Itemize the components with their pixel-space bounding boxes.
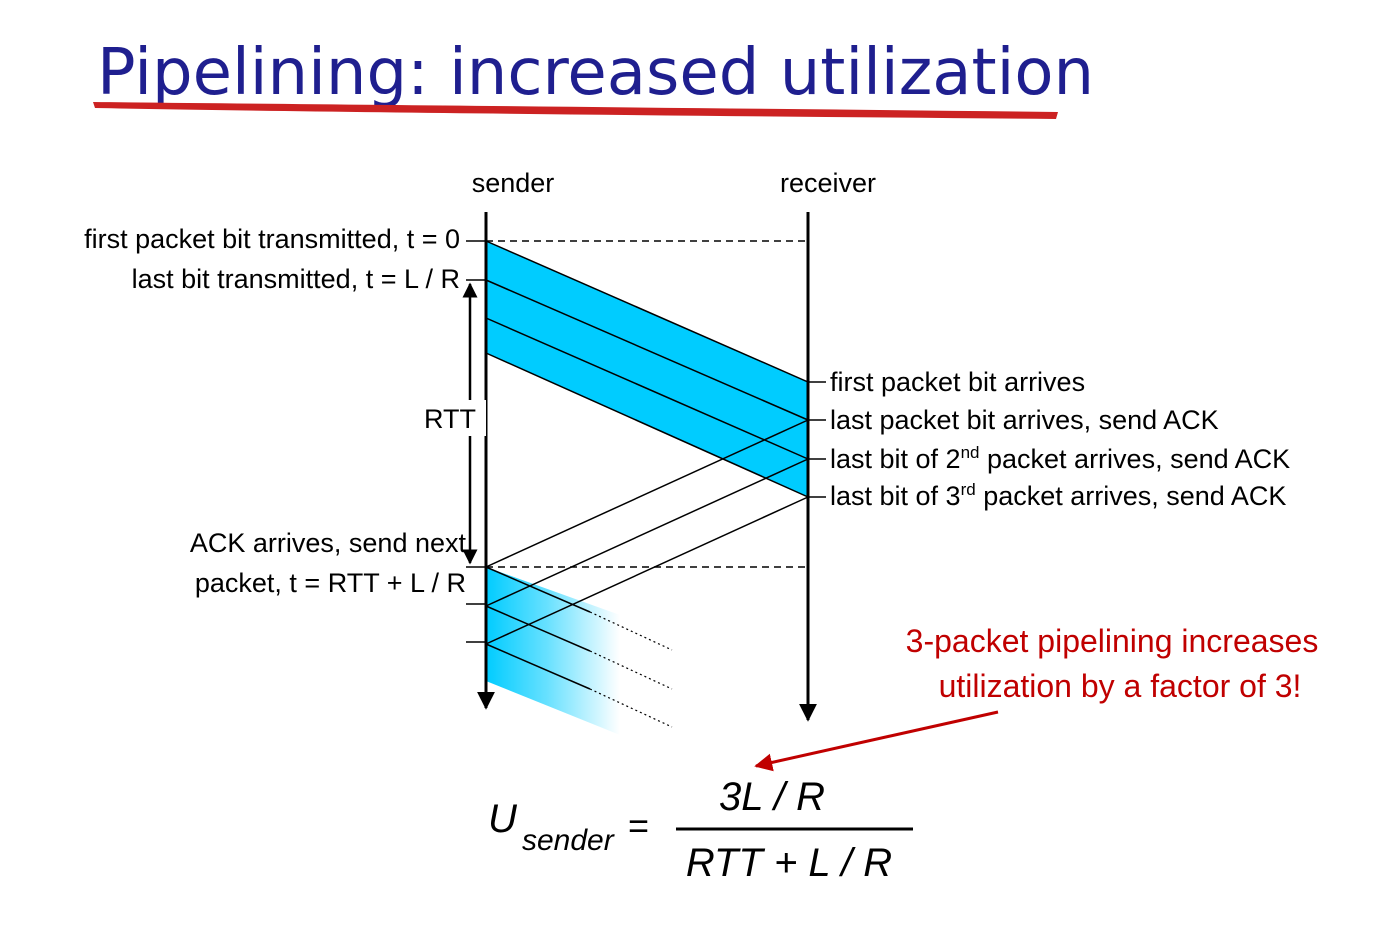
next-packet-line <box>485 605 591 652</box>
formula-u: U <box>488 797 518 841</box>
next-packet-line-fade <box>589 688 673 728</box>
next-packet-line-fade <box>589 650 673 690</box>
label-first-bit-arrives: first packet bit arrives <box>830 367 1085 397</box>
title-underline <box>93 102 1058 119</box>
label-last-bit-transmitted: last bit transmitted, t = L / R <box>132 264 460 294</box>
formula-subscript: sender <box>522 824 615 857</box>
next-packet-line-fade <box>589 611 673 651</box>
callout-arrow <box>754 710 999 772</box>
formula-numerator: 3L / R <box>719 775 825 819</box>
ack2-line <box>485 458 809 607</box>
rtt-label: RTT <box>424 404 476 434</box>
formula-equals: = <box>628 805 649 846</box>
label-next-packet: packet, t = RTT + L / R <box>195 568 466 598</box>
callout-line1: 3-packet pipelining increases <box>906 623 1319 659</box>
packet2-last-bit-line <box>485 317 809 460</box>
receiver-label: receiver <box>780 168 876 198</box>
slide-title: Pipelining: increased utilization <box>97 36 1094 110</box>
packet-bottom-edge <box>485 352 809 498</box>
ack3-line <box>485 496 809 645</box>
next-packet-band <box>486 567 620 735</box>
sender-label: sender <box>472 168 555 198</box>
callout-line2: utilization by a factor of 3! <box>939 668 1302 704</box>
packet-top-edge <box>485 240 809 383</box>
label-ack-arrives: ACK arrives, send next <box>190 528 467 558</box>
label-last-bit-arrives: last packet bit arrives, send ACK <box>830 405 1219 435</box>
label-third-packet-arrives: last bit of 3rd packet arrives, send ACK <box>830 480 1286 511</box>
next-packet-line <box>485 566 591 613</box>
next-packet-line <box>485 643 591 690</box>
formula-denominator: RTT + L / R <box>686 841 892 885</box>
ack1-line <box>485 419 809 568</box>
packet-band <box>486 241 808 497</box>
rtt-label-bg <box>416 400 486 436</box>
packet1-last-bit-line <box>485 279 809 421</box>
label-first-bit-transmitted: first packet bit transmitted, t = 0 <box>84 224 460 254</box>
label-second-packet-arrives: last bit of 2nd packet arrives, send ACK <box>830 443 1290 474</box>
